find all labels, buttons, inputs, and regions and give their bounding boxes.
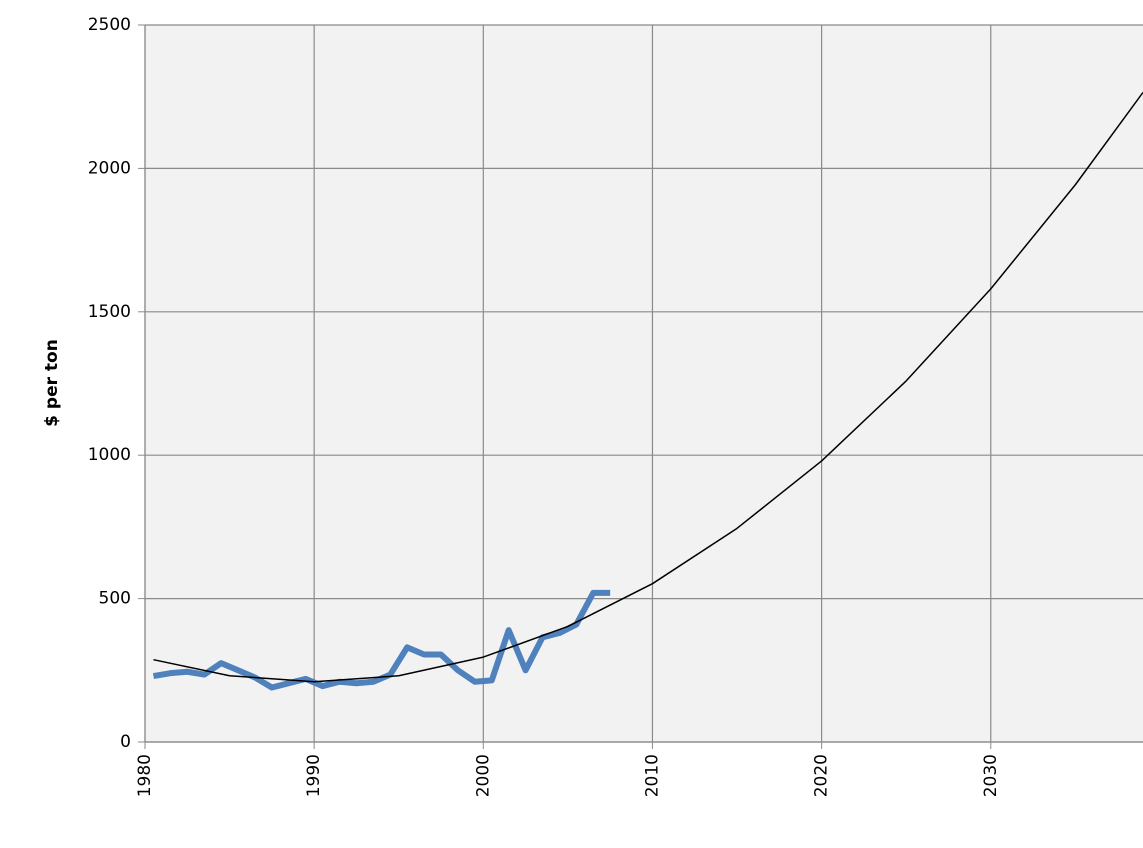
x-tick-label: 1980 xyxy=(135,754,155,797)
x-tick-label: 1990 xyxy=(304,754,324,797)
y-tick-label: 2000 xyxy=(88,158,131,178)
x-tick-label: 2000 xyxy=(473,754,493,797)
y-axis-label: $ per ton xyxy=(42,339,62,427)
data-line xyxy=(153,91,1143,683)
y-tick-label: 1000 xyxy=(88,445,131,465)
plot-area xyxy=(145,25,1143,742)
y-tick-label: 2500 xyxy=(88,15,131,35)
y-tick-label: 500 xyxy=(99,589,131,609)
x-tick-label: 2030 xyxy=(981,754,1001,797)
x-tick-label: 2010 xyxy=(642,754,662,797)
y-tick-label: 1500 xyxy=(88,302,131,322)
y-tick-label: 0 xyxy=(120,732,131,752)
data-line xyxy=(152,589,611,691)
x-tick-label: 2020 xyxy=(812,754,832,797)
